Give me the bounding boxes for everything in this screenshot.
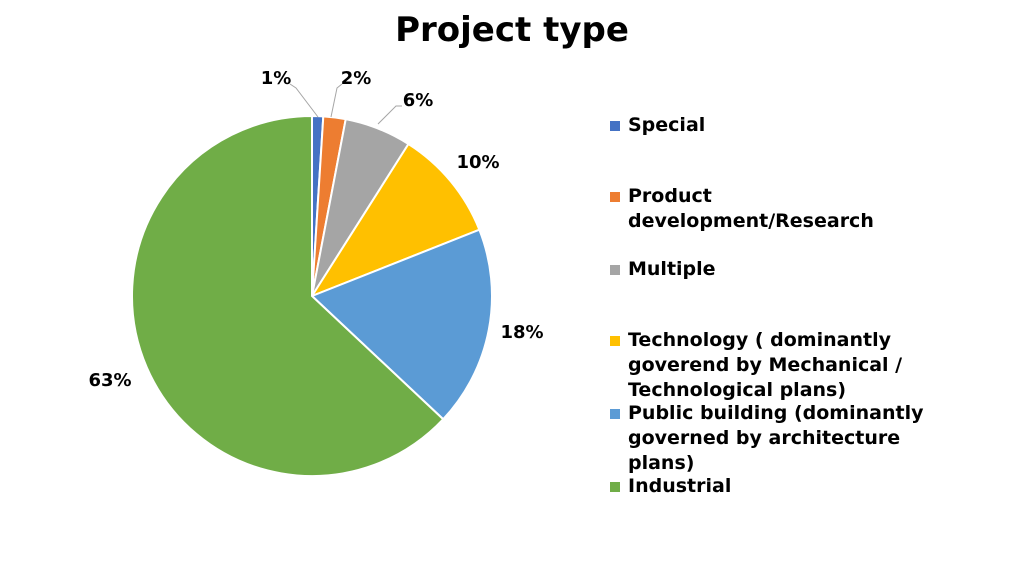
legend-swatch-product-development bbox=[610, 192, 620, 202]
legend-item-public-building: Public building (dominantly governed by … bbox=[610, 401, 1010, 476]
leader-line-1 bbox=[330, 83, 343, 118]
legend-item-multiple: Multiple bbox=[610, 257, 1010, 282]
data-label-4: 18% bbox=[500, 322, 543, 343]
legend-label-industrial: Industrial bbox=[628, 475, 732, 497]
legend-label-technology: Technology ( dominantly goverend by Mech… bbox=[628, 329, 903, 401]
legend-swatch-multiple bbox=[610, 265, 620, 275]
leader-line-0 bbox=[289, 83, 319, 118]
pie-slice-5 bbox=[131, 114, 445, 477]
data-label-5: 63% bbox=[88, 370, 131, 391]
legend-item-technology: Technology ( dominantly goverend by Mech… bbox=[610, 328, 1010, 403]
legend-item-special: Special bbox=[610, 113, 1010, 138]
legend-swatch-public-building bbox=[610, 409, 620, 419]
chart-title: Project type bbox=[395, 10, 629, 50]
legend-label-special: Special bbox=[628, 114, 706, 136]
data-label-1: 2% bbox=[341, 68, 372, 89]
data-label-3: 10% bbox=[456, 152, 499, 173]
data-label-0: 1% bbox=[261, 68, 292, 89]
legend-item-industrial: Industrial bbox=[610, 474, 1010, 499]
pie-slice-3 bbox=[309, 142, 481, 299]
legend-swatch-industrial bbox=[610, 482, 620, 492]
legend-label-product-development: Product development/Research bbox=[628, 185, 874, 232]
legend-swatch-technology bbox=[610, 336, 620, 346]
legend-label-public-building: Public building (dominantly governed by … bbox=[628, 402, 924, 474]
legend-label-multiple: Multiple bbox=[628, 258, 716, 280]
pie-slice-4 bbox=[310, 228, 493, 421]
legend-item-product-development: Product development/Research bbox=[610, 184, 1010, 234]
data-label-2: 6% bbox=[403, 90, 434, 111]
leader-line-2 bbox=[377, 105, 402, 125]
legend-swatch-special bbox=[610, 121, 620, 131]
